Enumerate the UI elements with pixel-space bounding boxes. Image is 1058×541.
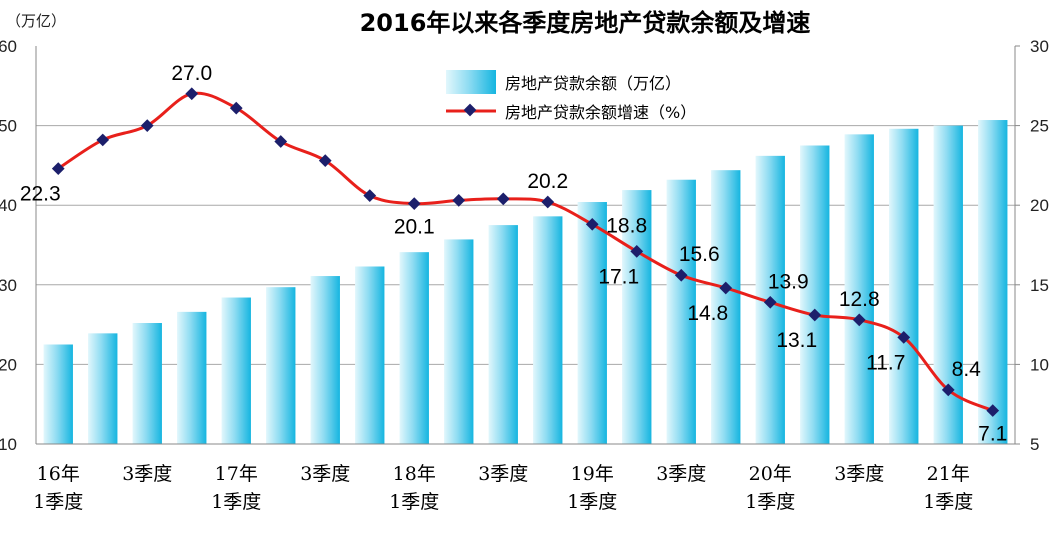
y-left-tick-label: 40 bbox=[0, 196, 17, 215]
data-label: 22.3 bbox=[20, 183, 61, 206]
legend-label-line: 房地产贷款余额增速（%） bbox=[505, 103, 696, 122]
data-label: 20.1 bbox=[394, 216, 435, 239]
y-right-tick-label: 20 bbox=[1030, 196, 1049, 215]
y-left-tick-label: 30 bbox=[0, 276, 17, 295]
bar bbox=[577, 202, 607, 444]
line-point-marker bbox=[318, 154, 332, 167]
bar bbox=[43, 344, 73, 444]
line-point-marker bbox=[229, 101, 243, 115]
y-left-tick-label: 20 bbox=[0, 355, 17, 374]
data-label: 14.8 bbox=[687, 302, 728, 325]
bar bbox=[666, 179, 696, 444]
x-tick-label: 1季度 bbox=[211, 491, 261, 513]
x-tick-label: 1季度 bbox=[33, 491, 83, 513]
data-label: 11.7 bbox=[866, 351, 905, 374]
axes: 10 20 30 40 50 60 5 10 15 20 25 30 bbox=[0, 37, 1049, 454]
bar bbox=[355, 266, 385, 444]
bar bbox=[711, 170, 741, 444]
bar bbox=[221, 297, 251, 444]
x-tick-label: 3季度 bbox=[834, 463, 884, 485]
y-left-tick-label: 60 bbox=[0, 37, 17, 56]
x-tick-label: 18年 bbox=[393, 463, 436, 485]
line-point-marker bbox=[96, 133, 110, 147]
bar bbox=[399, 252, 429, 444]
x-tick-label: 1季度 bbox=[389, 491, 439, 513]
bar bbox=[177, 311, 207, 444]
data-labels: 22.3 27.0 20.1 20.2 18.8 17.1 15.6 14.8 13.9 13.1… bbox=[20, 62, 1008, 446]
chart-title: 2016年以来各季度房地产贷款余额及增速 bbox=[360, 9, 811, 37]
line-point-marker bbox=[496, 192, 510, 206]
bar bbox=[444, 239, 474, 444]
x-tick-label: 3季度 bbox=[656, 463, 706, 485]
bar bbox=[978, 120, 1008, 444]
data-label: 13.9 bbox=[768, 270, 809, 293]
line-point-marker bbox=[51, 162, 65, 175]
x-tick-label: 21年 bbox=[927, 463, 970, 485]
y-right-tick-label: 25 bbox=[1030, 117, 1049, 136]
line-point-marker bbox=[140, 119, 154, 132]
bar bbox=[266, 287, 296, 444]
data-label: 7.1 bbox=[978, 423, 1007, 446]
line-point-marker bbox=[363, 189, 377, 203]
legend-swatch-bar bbox=[446, 70, 496, 94]
data-label: 13.1 bbox=[776, 329, 817, 352]
bar bbox=[622, 190, 652, 444]
data-label: 27.0 bbox=[171, 62, 212, 85]
y-left-unit-label: （万亿） bbox=[6, 12, 66, 30]
growth-line bbox=[57, 91, 994, 412]
x-axis-tick-labels: 16年 1季度 3季度 17年 1季度 3季度 18年 1季度 3季度 19年 1季度 3季度 20年 1… bbox=[33, 463, 973, 513]
data-label: 20.2 bbox=[527, 170, 568, 193]
data-label: 17.1 bbox=[598, 265, 639, 288]
x-tick-label: 16年 bbox=[37, 463, 80, 485]
x-tick-label: 1季度 bbox=[745, 491, 795, 513]
bar bbox=[310, 276, 340, 444]
bar bbox=[533, 216, 563, 444]
bar bbox=[800, 145, 830, 444]
x-tick-label: 1季度 bbox=[567, 491, 617, 513]
line-point-marker bbox=[407, 197, 421, 210]
legend-swatch-marker bbox=[463, 103, 477, 117]
data-label: 18.8 bbox=[606, 214, 647, 237]
line-point-marker bbox=[185, 87, 199, 101]
bar bbox=[88, 333, 118, 444]
y-right-tick-label: 10 bbox=[1030, 355, 1049, 374]
x-tick-label: 17年 bbox=[215, 463, 258, 485]
bar bbox=[889, 128, 919, 444]
data-label: 15.6 bbox=[679, 243, 720, 266]
data-label: 12.8 bbox=[839, 288, 880, 311]
line-point-marker bbox=[541, 195, 555, 209]
data-label: 8.4 bbox=[952, 358, 982, 381]
x-tick-label: 19年 bbox=[571, 463, 614, 485]
legend-label-bar: 房地产贷款余额（万亿） bbox=[505, 74, 681, 93]
bar-series bbox=[43, 120, 1008, 444]
x-tick-label: 1季度 bbox=[923, 491, 973, 513]
x-tick-label: 20年 bbox=[749, 463, 792, 485]
line-point-marker bbox=[452, 194, 466, 207]
y-right-tick-label: 30 bbox=[1030, 37, 1049, 56]
x-tick-label: 3季度 bbox=[478, 463, 528, 485]
line-point-marker bbox=[274, 135, 288, 148]
y-right-tick-label: 15 bbox=[1030, 276, 1049, 295]
bar bbox=[488, 225, 518, 444]
y-right-tick-label: 5 bbox=[1030, 435, 1039, 454]
bar bbox=[132, 323, 162, 444]
x-tick-label: 3季度 bbox=[122, 463, 172, 485]
bar bbox=[844, 134, 874, 444]
legend: 房地产贷款余额（万亿） 房地产贷款余额增速（%） bbox=[446, 70, 696, 122]
y-left-tick-label: 50 bbox=[0, 117, 17, 136]
x-tick-label: 3季度 bbox=[300, 463, 350, 485]
y-left-tick-label: 10 bbox=[0, 435, 17, 454]
